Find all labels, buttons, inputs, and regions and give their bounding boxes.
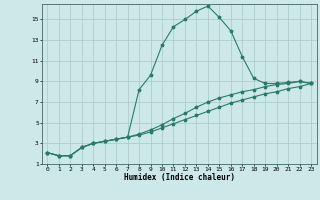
X-axis label: Humidex (Indice chaleur): Humidex (Indice chaleur) <box>124 173 235 182</box>
